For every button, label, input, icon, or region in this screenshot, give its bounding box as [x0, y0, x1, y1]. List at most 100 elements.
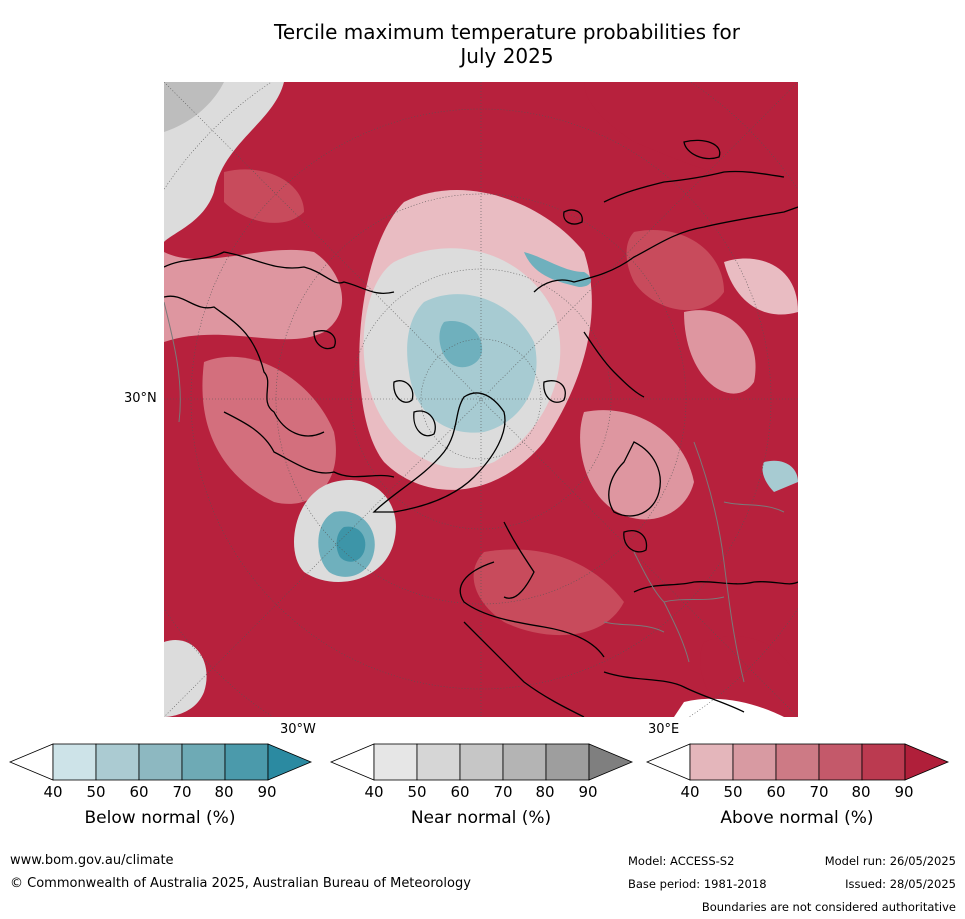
coastline [563, 209, 583, 225]
coastline [313, 330, 336, 350]
tick-label: 90 [257, 783, 277, 801]
footer-model-run: Model run: 26/05/2025 [824, 854, 956, 868]
polar-map-svg [164, 82, 798, 717]
lat-label-30n: 30°N [124, 391, 157, 406]
tick-label: 70 [809, 783, 829, 801]
colorbar-segment [138, 743, 183, 781]
coastline [164, 251, 395, 294]
colorbar-extend-high [904, 743, 950, 781]
tick-label: 60 [766, 783, 786, 801]
footer-base-period: Base period: 1981-2018 [628, 877, 767, 891]
colorbar-below-svg [8, 743, 313, 781]
graticule-meridian [164, 82, 798, 717]
near-normal-region [164, 82, 284, 242]
coastline [683, 139, 721, 160]
colorbar-segment [775, 743, 820, 781]
coastline [603, 170, 785, 203]
tick-label: 50 [407, 783, 427, 801]
colorbar-segment [416, 743, 461, 781]
near-normal-region [164, 640, 207, 717]
near-normal-region [164, 82, 224, 132]
tick-label: 40 [364, 783, 384, 801]
above-normal-region [684, 310, 756, 394]
lon-label-30w: 30°W [280, 722, 316, 737]
colorbar-segment [52, 743, 97, 781]
tick-label: 40 [43, 783, 63, 801]
colorbar-segment [861, 743, 906, 781]
tick-label: 80 [535, 783, 555, 801]
colorbar-extend-low [8, 743, 54, 781]
footer-copyright: © Commonwealth of Australia 2025, Austra… [10, 876, 471, 891]
colorbar-above-normal [645, 743, 950, 781]
title-line-1: Tercile maximum temperature probabilitie… [274, 20, 740, 44]
colorbar-below-label: Below normal (%) [84, 808, 236, 828]
country-border [693, 441, 745, 683]
coastline [463, 621, 585, 717]
footer-disclaimer: Boundaries are not considered authoritat… [701, 900, 956, 914]
tick-label: 60 [129, 783, 149, 801]
colorbar-below-normal [8, 743, 313, 781]
colorbar-near-normal [329, 743, 634, 781]
tick-label: 50 [723, 783, 743, 801]
tick-label: 40 [680, 783, 700, 801]
country-border [164, 301, 181, 423]
coastline [164, 295, 325, 437]
colorbar-near-label: Near normal (%) [410, 808, 552, 828]
colorbar-extend-high [588, 743, 634, 781]
coastline [533, 206, 798, 293]
footer-url: www.bom.gov.au/climate [10, 853, 174, 868]
map-title: Tercile maximum temperature probabilitie… [207, 20, 807, 68]
coastline [583, 331, 645, 398]
above-normal-region [626, 230, 724, 311]
title-line-2: July 2025 [460, 44, 554, 68]
coastline [608, 441, 661, 517]
colorbar-above-svg [645, 743, 950, 781]
colorbar-segment [181, 743, 226, 781]
coastline [372, 392, 506, 513]
colorbar-segment [95, 743, 140, 781]
tick-label: 80 [851, 783, 871, 801]
coastline [543, 380, 566, 403]
low-probability-region [674, 698, 784, 717]
country-border [723, 501, 785, 513]
coastline [503, 521, 535, 599]
tick-label: 80 [214, 783, 234, 801]
above-normal-region [724, 258, 798, 315]
colorbar-segment [545, 743, 590, 781]
coastline [223, 411, 395, 478]
country-border [663, 596, 725, 603]
colorbar-segment [732, 743, 777, 781]
colorbar-extend-high [267, 743, 313, 781]
graticule-circle [420, 338, 542, 460]
tick-label: 50 [86, 783, 106, 801]
above-normal-region [700, 636, 798, 717]
colorbar-near-svg [329, 743, 634, 781]
graticule [164, 82, 798, 717]
colorbar-segment [459, 743, 504, 781]
above-normal-region [224, 169, 304, 223]
below-normal-region [439, 321, 483, 368]
probability-map [164, 82, 798, 717]
tick-label: 70 [493, 783, 513, 801]
lon-label-30e: 30°E [648, 722, 680, 737]
above-normal-region [584, 82, 798, 179]
colorbar-segment [502, 743, 547, 781]
below-normal-region [762, 460, 798, 492]
below-normal-region [336, 526, 366, 562]
colorbar-segment [373, 743, 418, 781]
colorbar-extend-low [645, 743, 691, 781]
coastline [459, 561, 605, 658]
tick-label: 90 [894, 783, 914, 801]
coastline [413, 410, 436, 437]
country-borders [164, 301, 785, 683]
coastline [623, 530, 648, 553]
tick-label: 90 [578, 783, 598, 801]
footer-issued: Issued: 28/05/2025 [845, 877, 956, 891]
colorbar-above-label: Above normal (%) [720, 808, 874, 828]
colorbar-extend-low [329, 743, 375, 781]
tick-label: 60 [450, 783, 470, 801]
coastline [603, 671, 745, 713]
below-normal-region [524, 252, 591, 287]
graticule-meridian [164, 82, 798, 717]
tick-label: 70 [172, 783, 192, 801]
